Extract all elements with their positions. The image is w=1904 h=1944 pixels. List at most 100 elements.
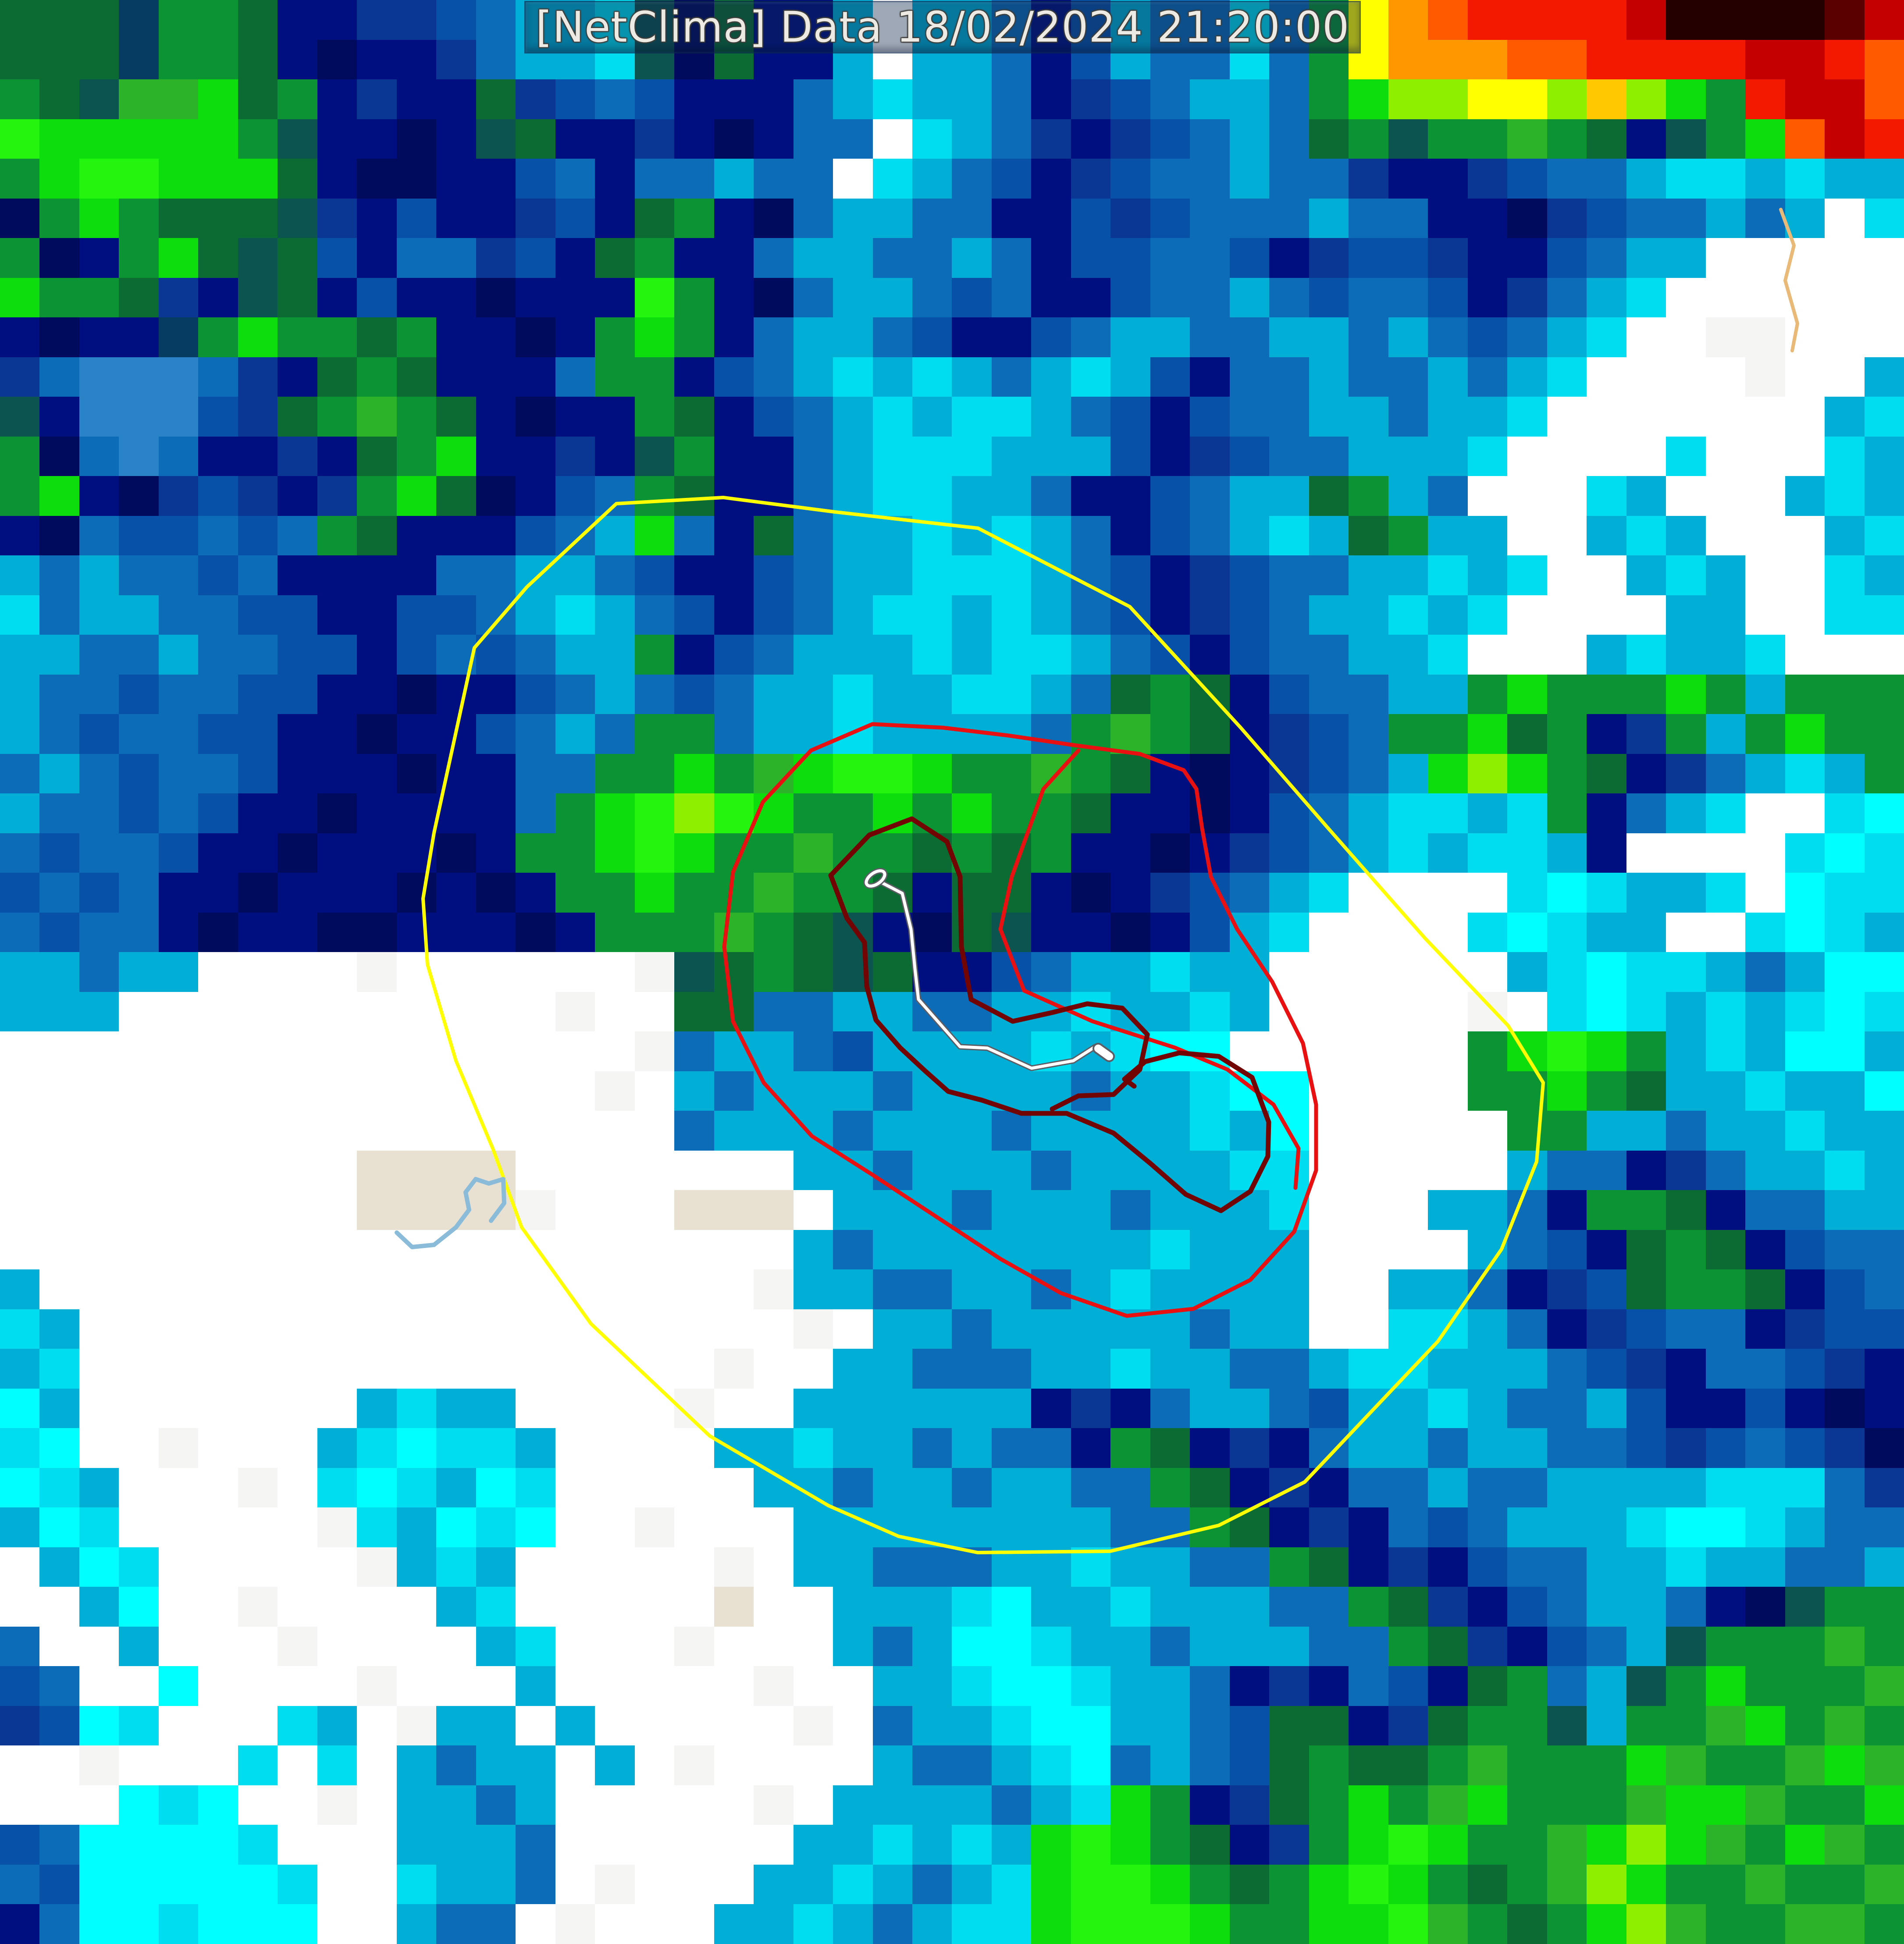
- map-cell: [714, 1230, 754, 1270]
- map-cell: [317, 1547, 357, 1587]
- map-cell: [1587, 595, 1626, 635]
- map-cell: [476, 1745, 516, 1785]
- map-cell: [1785, 159, 1825, 199]
- map-cell: [317, 39, 357, 80]
- map-cell: [634, 793, 675, 833]
- map-cell: [278, 1706, 317, 1746]
- map-cell: [1745, 674, 1785, 714]
- map-cell: [872, 1745, 913, 1785]
- map-cell: [555, 555, 595, 595]
- map-cell: [1150, 119, 1190, 159]
- map-cell: [119, 1230, 159, 1270]
- map-cell: [1705, 1071, 1746, 1111]
- map-cell: [516, 635, 555, 675]
- map-cell: [1705, 912, 1746, 952]
- map-cell: [516, 1904, 555, 1944]
- map-cell: [714, 793, 754, 833]
- map-cell: [1190, 1864, 1230, 1905]
- map-cell: [476, 1111, 516, 1151]
- map-cell: [793, 1785, 833, 1825]
- map-cell: [158, 833, 199, 873]
- map-cell: [1705, 1150, 1746, 1191]
- map-cell: [476, 1547, 516, 1587]
- map-cell: [1229, 1587, 1270, 1627]
- map-cell: [1269, 1150, 1309, 1191]
- map-cell: [1587, 515, 1626, 556]
- map-cell: [1190, 714, 1230, 754]
- map-cell: [1785, 1666, 1825, 1706]
- map-cell: [1150, 436, 1190, 476]
- map-cell: [278, 1864, 317, 1905]
- map-cell: [1349, 397, 1388, 437]
- map-cell: [793, 1904, 833, 1944]
- map-cell: [595, 714, 635, 754]
- map-cell: [634, 555, 675, 595]
- map-cell: [396, 119, 437, 159]
- map-cell: [1587, 39, 1626, 80]
- map-cell: [634, 1825, 675, 1865]
- map-cell: [1825, 1785, 1865, 1825]
- map-cell: [278, 793, 317, 833]
- map-cell: [317, 555, 357, 595]
- map-cell: [1190, 1547, 1230, 1587]
- map-cell: [1587, 1745, 1626, 1785]
- map-cell: [1507, 912, 1547, 952]
- map-cell: [79, 1785, 119, 1825]
- map-cell: [396, 714, 437, 754]
- map-cell: [158, 1269, 199, 1309]
- map-cell: [516, 873, 555, 913]
- map-cell: [1507, 1825, 1547, 1865]
- map-cell: [872, 357, 913, 397]
- map-cell: [119, 1547, 159, 1587]
- map-cell: [1785, 873, 1825, 913]
- map-cell: [754, 912, 794, 952]
- map-cell: [119, 79, 159, 119]
- map-cell: [754, 555, 794, 595]
- map-cell: [714, 1071, 754, 1111]
- map-cell: [278, 1587, 317, 1627]
- map-cell: [1745, 635, 1785, 675]
- map-cell: [1825, 119, 1865, 159]
- map-cell: [119, 793, 159, 833]
- map-cell: [39, 397, 79, 437]
- map-cell: [357, 1864, 397, 1905]
- map-cell: [1547, 39, 1587, 80]
- map-cell: [1864, 1904, 1904, 1944]
- map-cell: [79, 1468, 119, 1508]
- map-cell: [595, 1904, 635, 1944]
- map-cell: [1150, 1468, 1190, 1508]
- map-cell: [714, 0, 754, 40]
- map-cell: [1031, 1349, 1071, 1389]
- map-cell: [1071, 1904, 1111, 1944]
- map-cell: [436, 198, 476, 238]
- map-cell: [1705, 1507, 1746, 1547]
- map-cell: [1110, 635, 1150, 675]
- map-cell: [595, 238, 635, 278]
- map-cell: [119, 1388, 159, 1429]
- map-cell: [1785, 833, 1825, 873]
- map-cell: [634, 1428, 675, 1468]
- map-cell: [317, 317, 357, 357]
- map-cell: [1349, 1269, 1388, 1309]
- map-cell: [238, 952, 278, 992]
- map-cell: [436, 515, 476, 556]
- map-cell: [1705, 238, 1746, 278]
- map-cell: [39, 1150, 79, 1191]
- map-cell: [79, 674, 119, 714]
- map-cell: [1547, 833, 1587, 873]
- map-cell: [833, 674, 873, 714]
- map-cell: [238, 476, 278, 516]
- map-cell: [1428, 1864, 1468, 1905]
- map-cell: [158, 555, 199, 595]
- map-cell: [991, 1825, 1032, 1865]
- map-cell: [1666, 277, 1706, 318]
- map-cell: [634, 1785, 675, 1825]
- map-cell: [1745, 436, 1785, 476]
- map-cell: [516, 0, 555, 40]
- map-cell: [1825, 1745, 1865, 1785]
- map-cell: [198, 1071, 238, 1111]
- map-cell: [595, 1547, 635, 1587]
- map-cell: [1071, 238, 1111, 278]
- map-cell: [1031, 515, 1071, 556]
- map-cell: [1547, 595, 1587, 635]
